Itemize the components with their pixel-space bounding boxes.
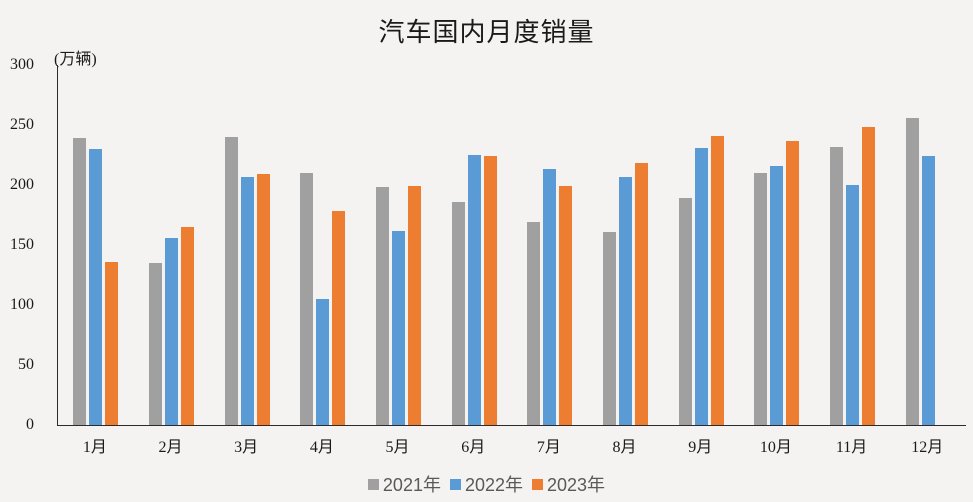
bar-2023年-4月: [332, 211, 346, 425]
bar-group-3月: [209, 65, 285, 425]
bar-group-7月: [512, 65, 588, 425]
bar-2021年-10月: [754, 173, 768, 425]
bar-2021年-1月: [73, 138, 87, 425]
bar-group-11月: [815, 65, 891, 425]
bar-2023年-5月: [408, 186, 422, 425]
bar-2022年-10月: [770, 165, 784, 425]
y-tick-label-300: 300: [10, 56, 34, 73]
bar-2021年-3月: [224, 137, 238, 425]
bar-2021年-7月: [527, 222, 541, 425]
x-tick-label-7月: 7月: [536, 439, 561, 456]
bar-2023年-1月: [105, 261, 119, 425]
bar-2022年-8月: [619, 176, 633, 425]
bar-2022年-12月: [921, 156, 935, 425]
x-tick-label-10月: 10月: [759, 439, 792, 456]
bar-2023年-2月: [181, 227, 194, 425]
bar-group-1月: [58, 65, 134, 425]
legend-label: 2021年: [382, 475, 441, 495]
legend-item-2021年: 2021年: [367, 471, 441, 497]
legend-swatch-icon: [367, 478, 379, 490]
bar-2022年-4月: [316, 299, 330, 425]
y-tick-label-250: 250: [10, 116, 34, 133]
chart-title: 汽车国内月度销量: [378, 18, 595, 47]
bar-2021年-2月: [149, 263, 162, 425]
bar-2023年-11月: [862, 127, 876, 425]
x-tick-label-11月: 11月: [835, 439, 868, 456]
bar-2023年-6月: [483, 156, 497, 425]
bar-2022年-9月: [694, 147, 708, 425]
x-tick-label-6月: 6月: [461, 439, 486, 456]
y-tick-label-50: 50: [18, 356, 34, 373]
bar-2021年-6月: [451, 201, 465, 425]
x-tick-label-1月: 1月: [82, 439, 107, 456]
x-tick-label-3月: 3月: [234, 439, 259, 456]
legend-item-2022年: 2022年: [449, 471, 524, 497]
bar-2022年-2月: [165, 237, 178, 425]
bar-2022年-7月: [543, 169, 557, 425]
bar-2023年-10月: [786, 140, 800, 425]
y-tick-label-100: 100: [10, 296, 34, 313]
legend-label: 2022年: [464, 475, 524, 495]
y-tick-label-150: 150: [10, 236, 34, 253]
bar-2022年-5月: [392, 230, 406, 425]
plot-area: [57, 65, 966, 426]
bar-group-8月: [588, 65, 664, 425]
bar-group-5月: [361, 65, 437, 425]
y-tick-label-200: 200: [10, 176, 34, 193]
legend: 2021年 2022年 2023年: [0, 471, 973, 497]
x-tick-label-4月: 4月: [309, 439, 334, 456]
legend-label: 2023年: [547, 475, 606, 495]
bar-2021年-11月: [830, 146, 844, 425]
bar-2021年-8月: [603, 231, 617, 425]
bar-2021年-12月: [905, 117, 919, 425]
x-tick-label-2月: 2月: [158, 439, 183, 456]
bar-groups: [58, 65, 966, 425]
bar-group-12月: [890, 65, 966, 425]
legend-swatch-icon: [532, 478, 544, 490]
y-axis-labels: 0 50 100 150 200 250 300: [0, 56, 44, 433]
x-tick-label-12月: 12月: [911, 439, 944, 456]
bar-group-4月: [285, 65, 361, 425]
x-tick-label-9月: 9月: [688, 439, 713, 456]
bar-2021年-9月: [678, 198, 692, 425]
bar-group-10月: [739, 65, 815, 425]
x-tick-label-5月: 5月: [385, 439, 410, 456]
bar-2023年-7月: [559, 186, 573, 425]
bar-2021年-5月: [376, 187, 390, 425]
bar-group-9月: [663, 65, 739, 425]
bar-2022年-6月: [467, 155, 481, 425]
legend-swatch-icon: [449, 478, 461, 490]
bar-2023年-3月: [256, 174, 270, 425]
bar-2023年-8月: [635, 163, 649, 425]
bar-2022年-1月: [89, 149, 103, 425]
x-axis-labels: 1月 2月 3月 4月 5月 6月 7月 8月 9月 10月 11月 12月: [57, 433, 965, 457]
bar-2023年-9月: [710, 135, 724, 425]
x-tick-label-8月: 8月: [612, 439, 637, 456]
bar-2021年-4月: [300, 173, 314, 425]
bar-2022年-11月: [846, 185, 860, 425]
y-axis-unit-label: (万辆): [54, 51, 97, 68]
bar-2022年-3月: [240, 176, 254, 425]
bar-group-2月: [134, 65, 210, 425]
legend-item-2023年: 2023年: [532, 471, 605, 497]
bar-group-6月: [436, 65, 512, 425]
y-tick-label-0: 0: [26, 416, 34, 433]
